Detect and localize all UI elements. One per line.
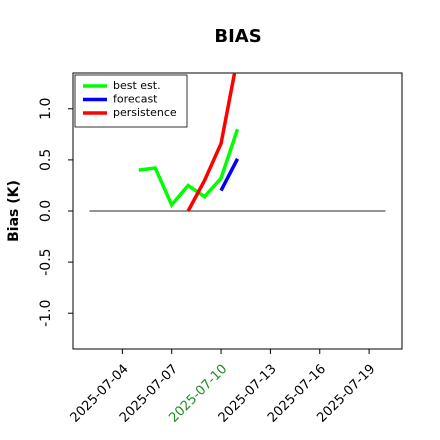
y-tick-label: -0.5 (38, 248, 54, 275)
y-tick-label: -1.0 (38, 300, 54, 327)
series-line (138, 128, 240, 209)
legend-label: persistence (113, 106, 177, 119)
series-line (186, 73, 237, 212)
legend-label: forecast (113, 93, 158, 106)
y-axis-label: Bias (K) (6, 180, 22, 242)
plot-area (89, 73, 386, 212)
y-tick-label: 0.5 (38, 149, 54, 171)
series-line (219, 158, 240, 192)
y-tick-label: 0.0 (38, 200, 54, 222)
chart-title: BIAS (214, 26, 261, 47)
legend-label: best est. (113, 79, 161, 92)
y-tick-label: 1.0 (38, 98, 54, 120)
